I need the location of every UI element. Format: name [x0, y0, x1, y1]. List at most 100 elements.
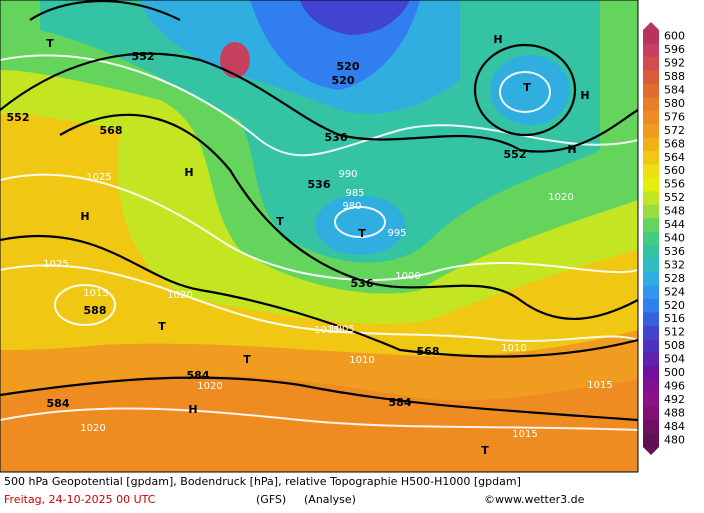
map-label: 1015 — [314, 325, 339, 336]
map-label: 552 — [7, 111, 30, 124]
map-label: 1020 — [197, 381, 222, 392]
map-label: 584 — [389, 396, 412, 409]
colorbar-swatch — [643, 285, 659, 300]
map-label: T — [46, 37, 54, 50]
colorbar-label: 500 — [664, 366, 685, 379]
colorbar-label: 544 — [664, 218, 685, 231]
colorbar-label: 540 — [664, 232, 685, 245]
map-label: T — [358, 227, 366, 240]
colorbar-label: 508 — [664, 339, 685, 352]
colorbar-label: 592 — [664, 57, 685, 70]
map-label: 520 — [337, 60, 360, 73]
colorbar-swatch — [643, 299, 659, 313]
colorbar-swatch — [643, 352, 659, 367]
colorbar-swatch — [643, 110, 659, 125]
colorbar-swatch — [643, 30, 659, 44]
map-label: 588 — [84, 304, 107, 317]
colorbar-swatch — [643, 97, 659, 112]
map-label: 995 — [387, 228, 406, 239]
colorbar-label: 600 — [664, 30, 685, 43]
colorbar-label: 580 — [664, 97, 685, 110]
map-label: 990 — [338, 169, 357, 180]
colorbar-swatch — [643, 124, 659, 139]
map-label: 1025 — [86, 172, 111, 183]
footer-description: 500 hPa Geopotential [gpdam], Bodendruck… — [4, 475, 521, 488]
colorbar-label: 484 — [664, 420, 685, 433]
map-label: 552 — [504, 148, 527, 161]
colorbar-swatch — [643, 420, 659, 435]
colorbar-label: 480 — [664, 433, 685, 446]
colorbar-swatch — [643, 151, 659, 166]
colorbar-swatch — [643, 164, 659, 179]
map-label: 1025 — [43, 259, 68, 270]
map-label: 1010 — [349, 355, 374, 366]
map-label: H — [493, 33, 502, 46]
colorbar-label: 588 — [664, 70, 685, 83]
map-label: 985 — [345, 188, 364, 199]
colorbar-swatch — [643, 177, 659, 192]
map-label: 1010 — [501, 343, 526, 354]
colorbar: 6005965925885845805765725685645605565525… — [643, 30, 685, 448]
map-label: 1015 — [83, 288, 108, 299]
colorbar-label: 576 — [664, 110, 685, 123]
map-label: 536 — [351, 277, 374, 290]
colorbar-swatch — [643, 56, 659, 71]
map-label: 1000 — [395, 271, 420, 282]
colorbar-bottom-arrow — [643, 447, 659, 455]
colorbar-label: 548 — [664, 205, 685, 218]
colorbar-swatch — [643, 339, 659, 354]
colorbar-swatch — [643, 218, 659, 233]
colorbar-label: 552 — [664, 191, 685, 204]
colorbar-label: 532 — [664, 258, 685, 271]
map-label: T — [243, 353, 251, 366]
colorbar-swatch — [643, 325, 659, 340]
map-label: 1015 — [587, 380, 612, 391]
map-label: 1020 — [548, 192, 573, 203]
colorbar-label: 564 — [664, 151, 685, 164]
map-label: 568 — [100, 124, 123, 137]
map-label: 1015 — [512, 429, 537, 440]
colorbar-label: 520 — [664, 299, 685, 312]
colorbar-swatch — [643, 204, 659, 219]
colorbar-label: 516 — [664, 312, 685, 325]
colorbar-label: 512 — [664, 326, 685, 339]
colorbar-swatch — [643, 83, 659, 98]
map-label: 1020 — [80, 423, 105, 434]
colorbar-swatch — [643, 433, 659, 448]
colorbar-label: 556 — [664, 178, 685, 191]
colorbar-swatch — [643, 191, 659, 206]
map-label: H — [80, 210, 89, 223]
map-label: H — [188, 403, 197, 416]
colorbar-label: 496 — [664, 379, 685, 392]
map-label: 536 — [308, 178, 331, 191]
map-field — [0, 0, 638, 472]
colorbar-swatch — [643, 258, 659, 273]
footer-date: Freitag, 24-10-2025 00 UTC — [4, 493, 156, 506]
colorbar-swatch — [643, 43, 659, 58]
map-frame — [0, 0, 639, 473]
colorbar-label: 536 — [664, 245, 685, 258]
colorbar-label: 584 — [664, 84, 685, 97]
map-label: 584 — [47, 397, 70, 410]
colorbar-swatch — [643, 231, 659, 246]
colorbar-swatch — [643, 393, 659, 408]
colorbar-swatch — [643, 406, 659, 421]
map-label: T — [276, 215, 284, 228]
colorbar-swatch — [643, 272, 659, 287]
colorbar-label: 488 — [664, 406, 685, 419]
map-label: 980 — [342, 201, 361, 212]
colorbar-swatch — [643, 70, 659, 85]
colorbar-label: 596 — [664, 43, 685, 56]
footer-run: (Analyse) — [304, 493, 356, 506]
colorbar-label: 568 — [664, 137, 685, 150]
colorbar-label: 504 — [664, 353, 685, 366]
map-label: 552 — [132, 50, 155, 63]
colorbar-swatch — [643, 312, 659, 327]
colorbar-swatch — [643, 379, 659, 394]
colorbar-swatch — [643, 137, 659, 152]
colorbar-top-arrow — [643, 22, 659, 30]
colorbar-label: 572 — [664, 124, 685, 137]
map-label: 1020 — [167, 290, 192, 301]
map-label: H — [580, 89, 589, 102]
map-label: 520 — [332, 74, 355, 87]
